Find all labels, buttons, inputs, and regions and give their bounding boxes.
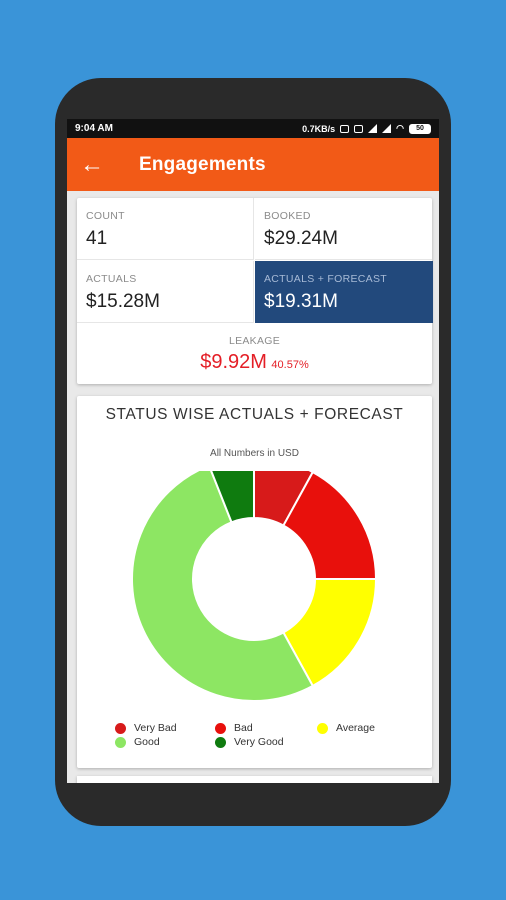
booked-label: BOOKED (264, 210, 311, 222)
booked-value: $29.24M (264, 228, 338, 249)
notification-icon (354, 124, 364, 133)
status-time: 9:04 AM (75, 123, 113, 134)
legend-dot (115, 736, 126, 748)
legend-dot (215, 722, 226, 734)
battery-icon: 50 (409, 123, 431, 134)
donut-chart[interactable] (77, 471, 432, 711)
next-card (77, 776, 432, 783)
alarm-icon (340, 124, 350, 133)
legend-item-bad[interactable]: Bad (215, 722, 253, 734)
legend-label: Average (336, 722, 375, 734)
leakage-percent: 40.57% (271, 359, 309, 371)
count-label: COUNT (86, 210, 125, 222)
actuals-forecast-value: $19.31M (264, 291, 338, 312)
status-chart-card: STATUS WISE ACTUALS + FORECAST All Numbe… (77, 396, 432, 768)
legend-label: Good (134, 736, 160, 748)
booked-cell[interactable]: BOOKED $29.24M (255, 198, 432, 260)
app-bar: ← Engagements (67, 138, 439, 191)
signal-icon (368, 124, 378, 133)
legend-label: Very Bad (134, 722, 177, 734)
legend-label: Very Good (234, 736, 284, 748)
legend-label: Bad (234, 722, 253, 734)
status-bar: 9:04 AM 0.7KB/s ◠ 50 (67, 119, 439, 138)
actuals-cell[interactable]: ACTUALS $15.28M (77, 261, 254, 323)
legend-item-good[interactable]: Good (115, 736, 160, 748)
app-screen: 9:04 AM 0.7KB/s ◠ 50 ← Engagements COUNT… (67, 119, 439, 783)
leakage-value: $9.92M (200, 351, 267, 373)
chart-title: STATUS WISE ACTUALS + FORECAST (105, 406, 404, 423)
actuals-value: $15.28M (86, 291, 160, 312)
net-speed: 0.7KB/s (302, 123, 336, 134)
arrow-left-icon[interactable]: ← (80, 150, 104, 178)
summary-card: COUNT 41 BOOKED $29.24M ACTUALS $15.28M … (77, 198, 433, 384)
legend-dot (115, 722, 126, 734)
actuals-forecast-cell[interactable]: ACTUALS + FORECAST $19.31M (255, 261, 433, 323)
leakage-row: $9.92M 40.57% (77, 351, 432, 374)
count-value: 41 (86, 228, 108, 249)
legend-item-average[interactable]: Average (317, 722, 375, 734)
wifi-icon: ◠ (396, 123, 404, 133)
legend-item-very-good[interactable]: Very Good (215, 736, 284, 748)
count-cell[interactable]: COUNT 41 (77, 198, 254, 260)
signal-2-icon (382, 124, 392, 133)
legend-item-very-bad[interactable]: Very Bad (115, 722, 177, 734)
actuals-forecast-label: ACTUALS + FORECAST (264, 273, 387, 285)
chart-subtitle: All Numbers in USD (210, 448, 299, 459)
leakage-label: LEAKAGE (228, 335, 281, 347)
page-title: Engagements (139, 153, 266, 175)
donut-slice-very-good[interactable] (209, 471, 255, 524)
status-icons: 0.7KB/s ◠ 50 (302, 123, 431, 134)
actuals-label: ACTUALS (86, 273, 137, 285)
legend-dot (215, 736, 226, 748)
legend-dot (317, 722, 328, 734)
leakage-cell[interactable]: LEAKAGE $9.92M 40.57% (77, 323, 432, 374)
donut-slice-good[interactable] (130, 471, 315, 702)
